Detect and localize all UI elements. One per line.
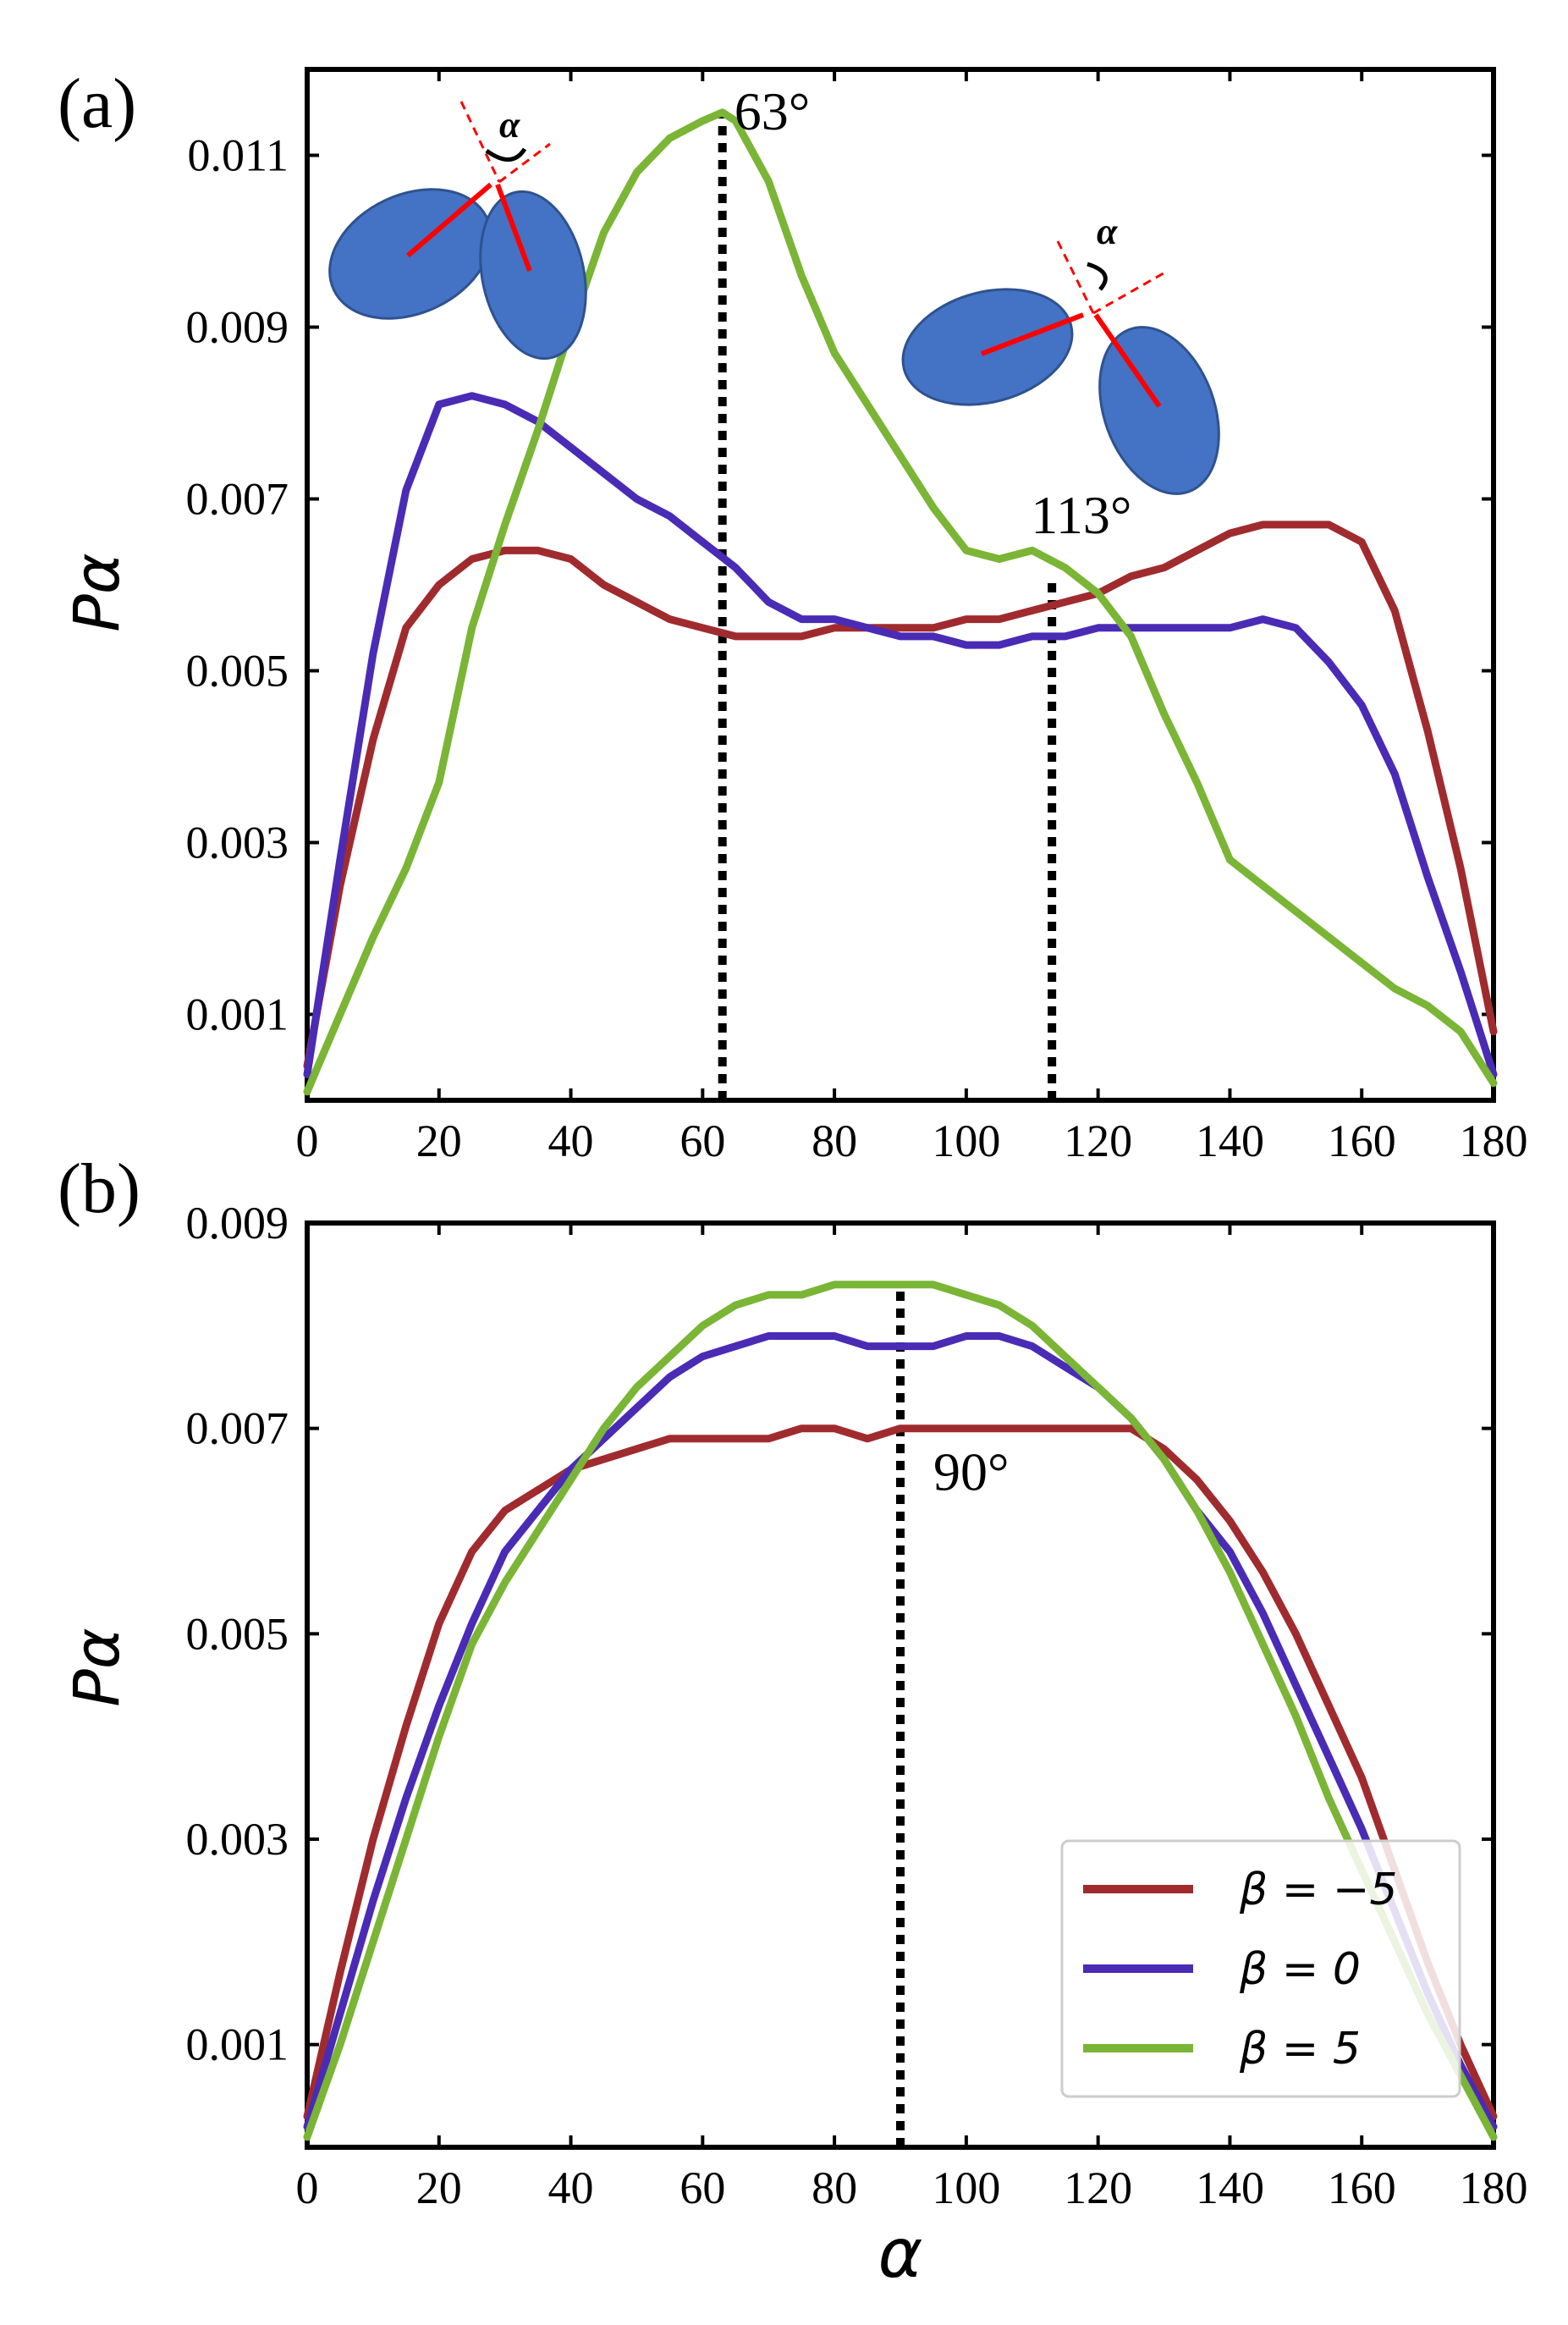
x-tick-label: 100 bbox=[932, 1116, 1000, 1166]
panel-a-plot-area: 0 20 40 60 80 100 120 140 160 180 0.001 0.003 0.005 0… bbox=[186, 67, 1528, 1166]
x-tick-label: 20 bbox=[416, 2162, 462, 2213]
inset-alpha-label: α bbox=[1097, 211, 1118, 252]
x-tick-label: 0 bbox=[296, 2162, 319, 2213]
legend-label-beta-5: β = 5 bbox=[1239, 2024, 1361, 2074]
y-tick-label: 0.009 bbox=[186, 302, 289, 353]
y-tick-label: 0.009 bbox=[186, 1198, 289, 1248]
y-tick-label: 0.001 bbox=[186, 2019, 289, 2070]
dashed-guide-line bbox=[498, 142, 551, 184]
panel-a-label: (a) bbox=[58, 64, 136, 143]
x-tick-label: 20 bbox=[416, 1116, 462, 1166]
legend-label-beta-0: β = 0 bbox=[1239, 1944, 1361, 1995]
x-tick-label: 180 bbox=[1460, 1116, 1528, 1166]
panel-b-plot-area: 0 20 40 60 80 100 120 140 160 180 0.001 0.003 0.005 0… bbox=[186, 1198, 1528, 2213]
x-tick-label: 120 bbox=[1064, 1116, 1132, 1166]
x-tick-label: 180 bbox=[1460, 2162, 1528, 2213]
dashed-guide-line bbox=[459, 101, 501, 183]
inset-ellipse-pair-left: α bbox=[328, 101, 587, 361]
x-tick-label: 160 bbox=[1328, 1116, 1396, 1166]
ellipse-icon bbox=[901, 288, 1074, 406]
panel-b-label: (b) bbox=[58, 1149, 140, 1228]
x-tick-label: 40 bbox=[548, 2162, 594, 2213]
y-tick-label: 0.007 bbox=[186, 474, 289, 525]
dashed-guide-line bbox=[1056, 240, 1095, 314]
panel-b-ylabel: Pα bbox=[61, 1628, 134, 1706]
x-tick-label: 60 bbox=[679, 2162, 725, 2213]
x-tick-label: 140 bbox=[1196, 1116, 1264, 1166]
plot-frame bbox=[305, 67, 1496, 1103]
y-tick-label: 0.005 bbox=[186, 646, 289, 697]
arrow-icon bbox=[406, 182, 492, 258]
inset-alpha-label: α bbox=[499, 104, 520, 146]
y-tick-label: 0.007 bbox=[186, 1403, 289, 1454]
angle-arc-icon bbox=[485, 147, 527, 162]
series-line bbox=[303, 521, 1498, 1070]
panel-b: (b) 0 20 40 60 80 100 120 140 160 180 0.001 0.003 0.… bbox=[58, 1149, 1528, 2293]
series-line bbox=[303, 1281, 1498, 2141]
y-tick-label: 0.005 bbox=[186, 1608, 289, 1659]
y-tick-label: 0.011 bbox=[188, 130, 289, 181]
arrow-icon bbox=[980, 312, 1085, 356]
ellipse-icon bbox=[479, 190, 587, 361]
angle-annotation: 90° bbox=[933, 1441, 1010, 1501]
y-tick-label: 0.001 bbox=[186, 989, 289, 1040]
angle-annotation: 113° bbox=[1031, 485, 1131, 545]
inset-ellipse-pair-right: α bbox=[901, 211, 1220, 495]
x-tick-label: 100 bbox=[932, 2162, 1000, 2213]
angle-annotation: 63° bbox=[734, 81, 811, 141]
series-line bbox=[303, 1424, 1498, 2121]
panel-b-xlabel: α bbox=[878, 2214, 923, 2293]
x-tick-label: 160 bbox=[1328, 2162, 1396, 2213]
arrow-icon bbox=[1093, 313, 1162, 408]
x-tick-label: 0 bbox=[296, 1116, 319, 1166]
angle-arc-icon bbox=[1087, 262, 1108, 291]
x-tick-label: 120 bbox=[1064, 2162, 1132, 2213]
series-line bbox=[303, 1332, 1498, 2131]
panel-a: (a) 0 20 40 60 80 100 120 140 160 180 0.001 0.003 0.… bbox=[58, 64, 1528, 1166]
x-tick-label: 40 bbox=[548, 1116, 594, 1166]
panel-a-ylabel: Pα bbox=[61, 553, 134, 631]
series-line bbox=[303, 392, 1498, 1078]
legend-box bbox=[1060, 1839, 1461, 2098]
y-tick-label: 0.003 bbox=[186, 818, 289, 868]
ellipse-icon bbox=[1098, 326, 1220, 495]
x-tick-label: 60 bbox=[679, 1116, 725, 1166]
legend-label-beta-neg5: β = −5 bbox=[1239, 1865, 1397, 1915]
series-line bbox=[303, 108, 1498, 1096]
y-tick-label: 0.003 bbox=[186, 1814, 289, 1865]
x-tick-label: 80 bbox=[812, 2162, 857, 2213]
x-tick-label: 80 bbox=[812, 1116, 857, 1166]
arrow-icon bbox=[495, 183, 532, 273]
x-tick-label: 140 bbox=[1196, 2162, 1264, 2213]
legend: β = −5 β = 0 β = 5 bbox=[1060, 1839, 1461, 2098]
